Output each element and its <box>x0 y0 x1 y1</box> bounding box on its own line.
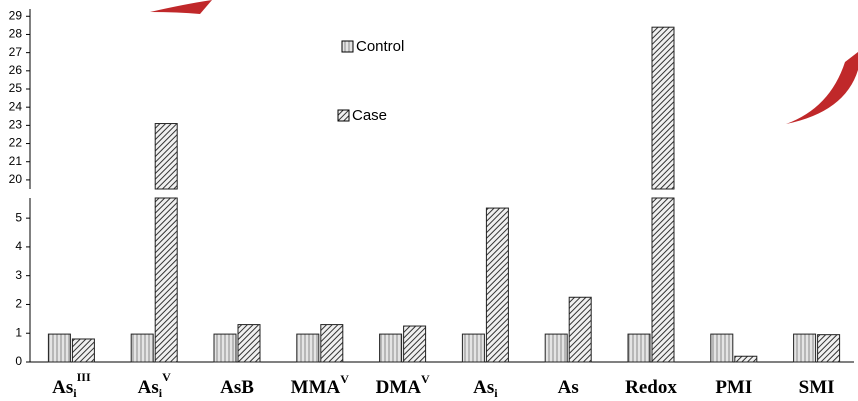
label-sup: V <box>340 372 349 386</box>
label-base: Redox <box>625 377 677 398</box>
label-sup: V <box>421 372 430 386</box>
x-tick-label: PMI <box>715 377 752 398</box>
y-tick-label: 22 <box>9 136 23 150</box>
label-base: As <box>138 377 159 398</box>
bar <box>379 333 403 363</box>
y-tick-label: 23 <box>9 118 23 132</box>
y-tick-label: 28 <box>9 27 23 41</box>
bar <box>793 333 817 363</box>
x-tick-label: DMAV <box>376 372 430 398</box>
label-sup: III <box>77 370 91 384</box>
x-tick-label: SMI <box>799 377 835 398</box>
label-sub: i <box>494 386 498 400</box>
bar <box>734 355 758 363</box>
label-base: SMI <box>799 377 835 398</box>
bar <box>154 123 178 190</box>
bar <box>403 325 427 363</box>
y-tick-label: 24 <box>9 99 23 113</box>
bar <box>710 333 734 363</box>
label-base: PMI <box>715 377 752 398</box>
y-tick-label: 4 <box>15 239 22 253</box>
bar <box>544 333 568 363</box>
bar <box>130 333 154 363</box>
decor-arrow <box>150 0 212 14</box>
label-base: As <box>558 377 579 398</box>
bar <box>47 333 71 363</box>
decor-arrow <box>786 52 858 124</box>
y-tick-label: 1 <box>15 325 22 339</box>
x-tick-label: AsiIII <box>52 370 91 400</box>
x-tick-label: AsiV <box>138 370 171 400</box>
x-tick-label: Redox <box>625 377 677 398</box>
x-tick-label: As <box>558 377 579 398</box>
y-tick-label: 21 <box>9 154 23 168</box>
y-tick-label: 26 <box>9 63 23 77</box>
label-base: AsB <box>220 377 254 398</box>
bar <box>296 333 320 363</box>
y-tick-label: 25 <box>9 81 23 95</box>
bar <box>71 338 95 363</box>
y-tick-label: 29 <box>9 8 23 22</box>
legend-label: Case <box>352 107 387 124</box>
bar <box>817 334 841 363</box>
y-tick-label: 3 <box>15 268 22 282</box>
bar <box>237 324 261 363</box>
label-base: DMA <box>376 377 422 398</box>
legend-swatch <box>337 109 350 122</box>
y-tick-label: 2 <box>15 297 22 311</box>
bar <box>568 296 592 363</box>
y-tick-label: 27 <box>9 45 23 59</box>
label-sub: i <box>73 386 77 400</box>
bar <box>627 333 651 363</box>
bar <box>485 207 509 363</box>
label-base: MMA <box>291 377 341 398</box>
y-tick-label: 5 <box>15 210 22 224</box>
x-tick-label: Asi <box>473 377 498 400</box>
y-tick-label: 0 <box>15 354 22 368</box>
bar <box>154 197 178 363</box>
x-tick-label: MMAV <box>291 372 350 398</box>
label-base: As <box>52 377 73 398</box>
label-base: As <box>473 377 494 398</box>
y-tick-label: 20 <box>9 172 23 186</box>
legend-swatch <box>341 40 354 53</box>
label-sup: V <box>162 370 171 384</box>
bar <box>213 333 237 363</box>
legend-label: Control <box>356 38 404 55</box>
bar <box>320 324 344 363</box>
bar <box>651 197 675 363</box>
x-tick-label: AsB <box>220 377 254 398</box>
bar <box>651 26 675 190</box>
label-sub: i <box>159 386 163 400</box>
legend: Control Case <box>337 38 404 124</box>
bar <box>461 333 485 363</box>
